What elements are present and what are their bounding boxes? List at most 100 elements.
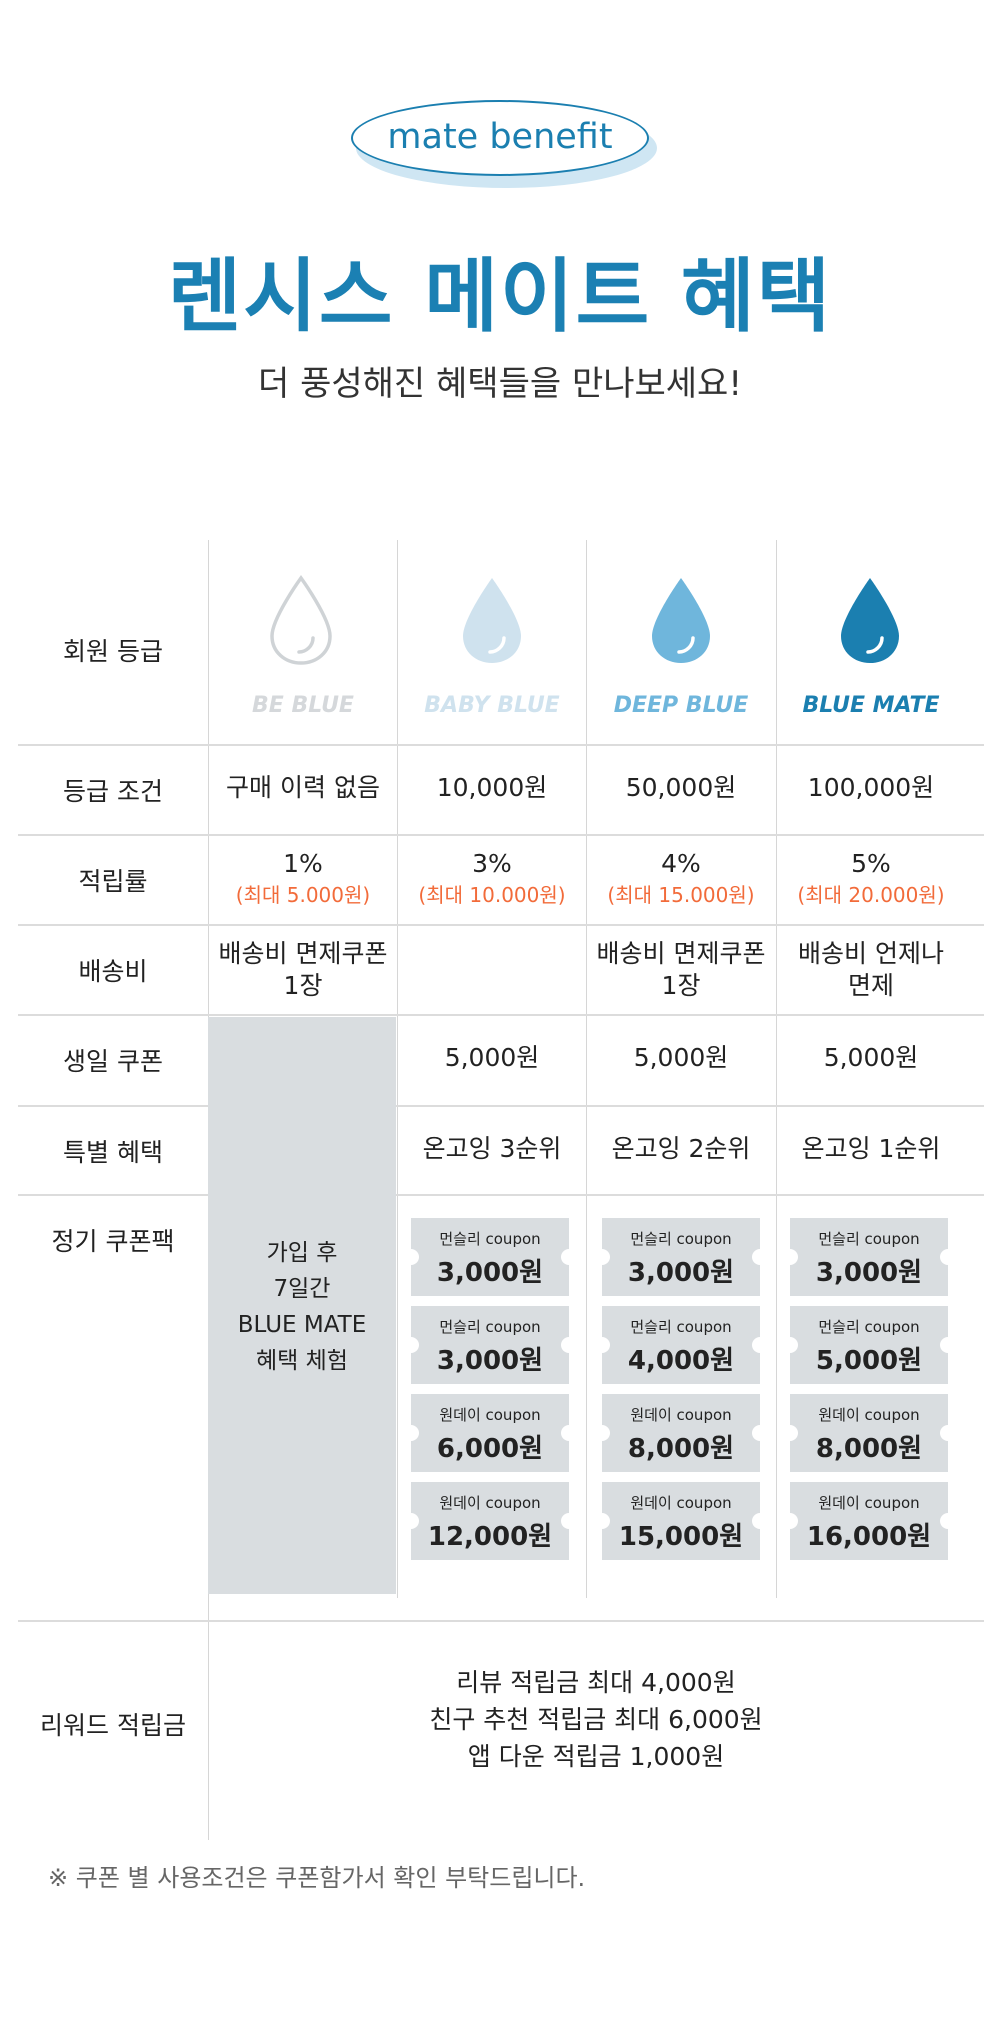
column-divider (776, 540, 777, 1598)
coupon-card: 원데이 coupon 6,000원 (403, 1394, 577, 1472)
shipping-deep-blue: 배송비 면제쿠폰 1장 (587, 938, 775, 1002)
special-blue-mate: 온고잉 1순위 (801, 1134, 941, 1163)
birthday-deep-blue: 5,000원 (633, 1043, 729, 1072)
grade-name-be-blue: BE BLUE (252, 693, 354, 718)
row-label-couponpack: 정기 쿠폰팩 (51, 1227, 175, 1256)
row-label-birthday: 생일 쿠폰 (63, 1047, 163, 1076)
condition-blue-mate: 100,000원 (807, 773, 935, 802)
reward-text: 리뷰 적립금 최대 4,000원 친구 추천 적립금 최대 6,000원 앱 다… (208, 1664, 984, 1775)
row-divider (18, 744, 984, 746)
shipping-line: 1장 (283, 971, 323, 1000)
coupon-amount: 3,000원 (436, 1258, 544, 1288)
coupon-card: 먼슬리 coupon 4,000원 (594, 1306, 768, 1384)
coupon-card: 먼슬리 coupon 3,000원 (594, 1218, 768, 1296)
coupon-amount: 4,000원 (627, 1346, 735, 1376)
shipping-blue-mate: 배송비 언제나 면제 (777, 938, 965, 1002)
rate-cap: (최대 15.000원) (607, 883, 755, 907)
coupon-card: 원데이 coupon 15,000원 (594, 1482, 768, 1560)
coupon-label: 원데이 coupon (818, 1494, 920, 1512)
row-label-shipping: 배송비 (78, 957, 148, 986)
shipping-line: 면제 (847, 971, 894, 1000)
birthday-blue-mate: 5,000원 (823, 1043, 919, 1072)
row-divider (18, 1105, 984, 1107)
row-label-grade: 회원 등급 (63, 637, 163, 666)
row-label-special: 특별 혜택 (63, 1138, 163, 1167)
coupon-amount: 16,000원 (806, 1522, 932, 1552)
rate-value: 4% (661, 849, 701, 878)
coupon-label: 원데이 coupon (818, 1406, 920, 1424)
drop-dark-icon (841, 578, 899, 663)
rate-cap: (최대 5.000원) (235, 883, 371, 907)
shipping-line: 배송비 면제쿠폰 (596, 939, 766, 968)
benefit-header: mate benefit 렌시스 메이트 혜택 더 풍성해진 혜택들을 만나보세… (0, 0, 1000, 520)
row-label-reward: 리워드 적립금 (40, 1711, 186, 1740)
shipping-be-blue: 배송비 면제쿠폰 1장 (209, 938, 397, 1002)
coupon-amount: 3,000원 (815, 1258, 923, 1288)
coupon-label: 먼슬리 coupon (630, 1230, 732, 1248)
coupon-label: 원데이 coupon (439, 1494, 541, 1512)
coupon-amount: 6,000원 (436, 1434, 544, 1464)
reward-line: 리뷰 적립금 최대 4,000원 (456, 1668, 736, 1697)
row-divider (18, 1620, 984, 1622)
row-divider (18, 924, 984, 926)
coupon-card: 원데이 coupon 8,000원 (782, 1394, 956, 1472)
coupon-label: 먼슬리 coupon (818, 1230, 920, 1248)
coupon-amount: 12,000원 (427, 1522, 553, 1552)
coupon-card: 먼슬리 coupon 3,000원 (403, 1218, 577, 1296)
trial-line: 7일간 (273, 1276, 331, 1302)
row-label-condition: 등급 조건 (63, 777, 163, 806)
rate-value: 1% (283, 849, 323, 878)
coupon-label: 원데이 coupon (439, 1406, 541, 1424)
coupon-card: 원데이 coupon 8,000원 (594, 1394, 768, 1472)
row-label-rate: 적립률 (78, 867, 148, 896)
rate-cap: (최대 20.000원) (797, 883, 945, 907)
coupon-amount: 5,000원 (815, 1346, 923, 1376)
shipping-line: 배송비 언제나 (798, 939, 944, 968)
coupon-usage-note: ※ 쿠폰 별 사용조건은 쿠폰함가서 확인 부탁드립니다. (48, 1864, 586, 1892)
rate-value: 5% (851, 849, 891, 878)
coupon-card: 원데이 coupon 16,000원 (782, 1482, 956, 1560)
rate-blue-mate: 5% (최대 20.000원) (777, 848, 965, 910)
drop-outline-icon (270, 575, 332, 665)
grade-name-deep-blue: DEEP BLUE (613, 693, 749, 718)
condition-be-blue: 구매 이력 없음 (226, 773, 380, 802)
reward-line: 앱 다운 적립금 1,000원 (467, 1742, 725, 1771)
rate-baby-blue: 3% (최대 10.000원) (398, 848, 586, 910)
rate-be-blue: 1% (최대 5.000원) (209, 848, 397, 910)
condition-deep-blue: 50,000원 (625, 773, 737, 802)
coupon-card: 원데이 coupon 12,000원 (403, 1482, 577, 1560)
coupon-label: 먼슬리 coupon (818, 1318, 920, 1336)
coupon-label: 먼슬리 coupon (439, 1230, 541, 1248)
trial-column (208, 1017, 396, 1594)
coupon-amount: 8,000원 (815, 1434, 923, 1464)
column-divider (397, 540, 398, 1598)
row-divider (18, 1014, 984, 1016)
rate-value: 3% (472, 849, 512, 878)
drop-medium-icon (652, 578, 710, 663)
row-divider (18, 1194, 984, 1196)
trial-line: 가입 후 (266, 1240, 338, 1266)
coupon-label: 먼슬리 coupon (630, 1318, 732, 1336)
page-subtitle: 더 풍성해진 혜택들을 만나보세요! (258, 364, 742, 404)
coupon-label: 먼슬리 coupon (439, 1318, 541, 1336)
trial-line: 혜택 체험 (256, 1348, 348, 1374)
rate-deep-blue: 4% (최대 15.000원) (587, 848, 775, 910)
shipping-line: 배송비 면제쿠폰 (218, 939, 388, 968)
coupon-label: 원데이 coupon (630, 1406, 732, 1424)
trial-line: BLUE MATE (237, 1312, 367, 1338)
special-deep-blue: 온고잉 2순위 (611, 1134, 751, 1163)
mate-benefit-badge: mate benefit (351, 100, 649, 176)
column-divider (586, 540, 587, 1598)
trial-text: 가입 후 7일간 BLUE MATE 혜택 체험 (208, 1235, 396, 1379)
rate-cap: (최대 10.000원) (418, 883, 566, 907)
coupon-card: 먼슬리 coupon 3,000원 (782, 1218, 956, 1296)
coupon-amount: 3,000원 (436, 1346, 544, 1376)
coupon-amount: 15,000원 (618, 1522, 744, 1552)
grade-name-blue-mate: BLUE MATE (802, 693, 940, 718)
drop-light-icon (463, 578, 521, 663)
coupon-amount: 3,000원 (627, 1258, 735, 1288)
shipping-line: 1장 (661, 971, 701, 1000)
condition-baby-blue: 10,000원 (436, 773, 548, 802)
coupon-label: 원데이 coupon (630, 1494, 732, 1512)
reward-line: 친구 추천 적립금 최대 6,000원 (429, 1705, 763, 1734)
